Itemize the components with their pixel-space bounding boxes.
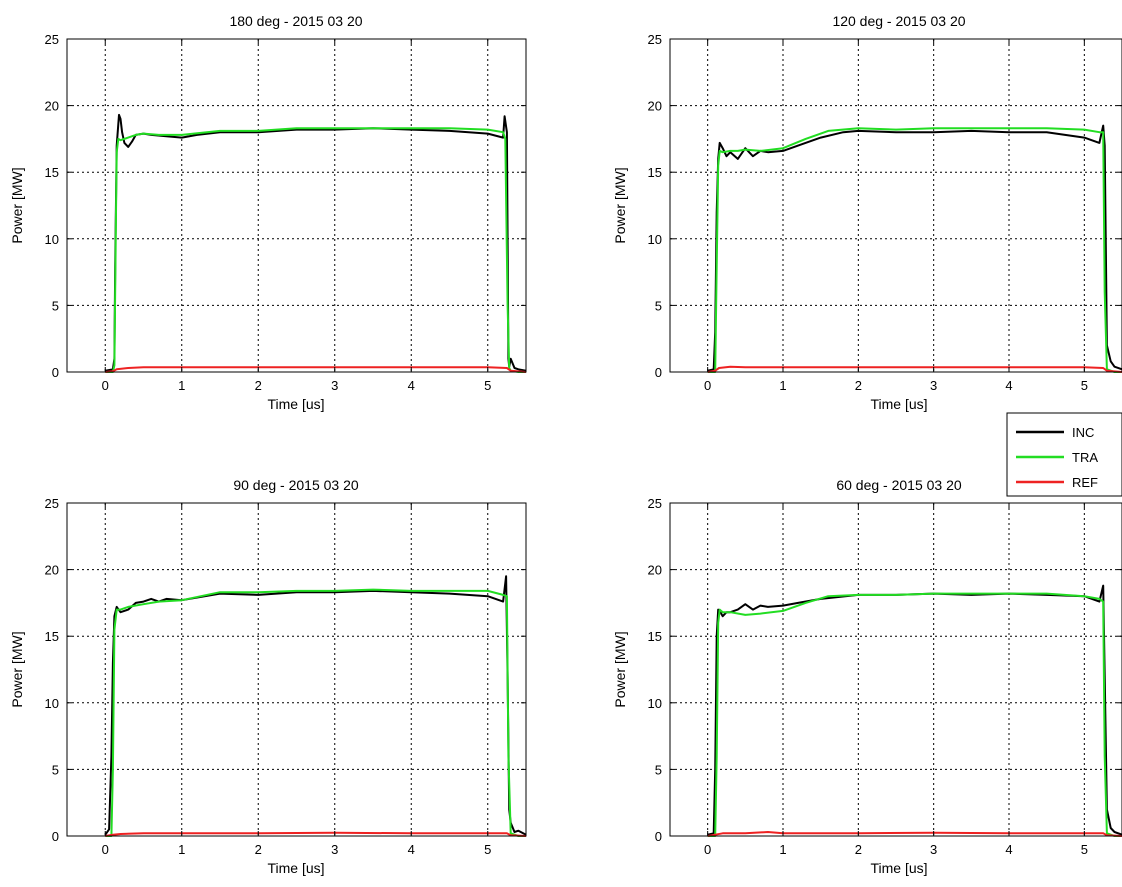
y-tick-label: 0: [52, 365, 59, 380]
y-tick-label: 25: [45, 32, 59, 47]
x-tick-label: 5: [484, 378, 491, 393]
y-tick-label: 25: [45, 496, 59, 511]
x-tick-label: 2: [855, 842, 862, 857]
x-tick-label: 2: [855, 378, 862, 393]
x-tick-label: 1: [779, 842, 786, 857]
x-tick-label: 1: [178, 378, 185, 393]
plot-area: [67, 39, 526, 372]
axes-frame: [66, 38, 527, 373]
y-tick-label: 10: [648, 696, 662, 711]
panel-90deg: 0 1 2 3 4 5 0 5 10 15 20 25 90 deg - 2015 03 20 Time …: [9, 477, 527, 876]
x-axis-label: Time [us]: [267, 396, 324, 412]
x-tick-label: 3: [930, 378, 937, 393]
x-tick-label: 4: [1005, 378, 1012, 393]
x-tick-label: 0: [704, 842, 711, 857]
x-tick-label: 0: [704, 378, 711, 393]
y-tick-label: 10: [45, 232, 59, 247]
y-tick-label: 20: [45, 563, 59, 578]
y-axis-label: Power [MW]: [9, 167, 25, 243]
plot-area: [670, 39, 1122, 372]
axes-frame: [669, 38, 1122, 373]
y-tick-label: 20: [648, 99, 662, 114]
plot-area: [67, 503, 526, 836]
y-tick-label: 15: [45, 629, 59, 644]
y-tick-label: 10: [648, 232, 662, 247]
x-tick-label: 5: [1081, 378, 1088, 393]
y-axis-label: Power [MW]: [9, 631, 25, 707]
x-tick-label: 1: [779, 378, 786, 393]
x-tick-label: 3: [331, 842, 338, 857]
y-tick-label: 15: [648, 629, 662, 644]
axes-frame: [669, 502, 1122, 837]
series-line-ref: [105, 831, 527, 837]
y-tick-label: 5: [52, 762, 59, 777]
y-tick-label: 0: [655, 365, 662, 380]
chart-title: 120 deg - 2015 03 20: [832, 13, 965, 29]
x-tick-label: 5: [484, 842, 491, 857]
x-tick-label: 3: [930, 842, 937, 857]
y-tick-label: 5: [655, 298, 662, 313]
y-tick-label: 10: [45, 696, 59, 711]
y-tick-label: 5: [655, 762, 662, 777]
series-line-tra: [707, 127, 1122, 373]
x-tick-label: 5: [1081, 842, 1088, 857]
x-tick-label: 4: [408, 378, 415, 393]
y-tick-label: 0: [52, 829, 59, 844]
y-tick-label: 15: [45, 165, 59, 180]
panel-60deg: 0 1 2 3 4 5 0 5 10 15 20 25 60 deg - 2015 03 20 Time …: [612, 477, 1122, 876]
y-tick-label: 0: [655, 829, 662, 844]
x-tick-label: 1: [178, 842, 185, 857]
x-axis-label: Time [us]: [870, 860, 927, 876]
y-tick-label: 20: [45, 99, 59, 114]
axes-frame: [66, 502, 527, 837]
legend-label-ref: REF: [1072, 475, 1098, 490]
y-axis-label: Power [MW]: [612, 167, 628, 243]
x-tick-label: 2: [255, 842, 262, 857]
y-tick-label: 25: [648, 496, 662, 511]
y-tick-label: 5: [52, 298, 59, 313]
x-tick-label: 4: [408, 842, 415, 857]
legend: INC TRA REF: [1006, 412, 1122, 497]
series-line-tra: [105, 588, 526, 837]
x-tick-label: 0: [102, 842, 109, 857]
panel-120deg: 0 1 2 3 4 5 0 5 10 15 20 25 120 deg - 2015 03 20 Time…: [612, 13, 1122, 412]
y-axis-label: Power [MW]: [612, 631, 628, 707]
y-tick-label: 15: [648, 165, 662, 180]
chart-title: 60 deg - 2015 03 20: [836, 477, 962, 493]
legend-label-tra: TRA: [1072, 450, 1098, 465]
y-tick-label: 20: [648, 563, 662, 578]
x-tick-label: 4: [1005, 842, 1012, 857]
chart-title: 90 deg - 2015 03 20: [233, 477, 359, 493]
series-line-inc: [707, 124, 1122, 372]
y-tick-label: 25: [648, 32, 662, 47]
panel-180deg: 0 1 2 3 4 5 0 5 10 15 20 25 180 deg - 2015 03 20 Time…: [9, 13, 527, 412]
x-tick-label: 3: [331, 378, 338, 393]
chart-title: 180 deg - 2015 03 20: [229, 13, 362, 29]
legend-label-inc: INC: [1072, 425, 1094, 440]
legend-box: [1006, 412, 1122, 497]
series-line-tra: [105, 127, 526, 373]
plot-area: [670, 503, 1122, 836]
x-axis-label: Time [us]: [870, 396, 927, 412]
x-tick-label: 2: [255, 378, 262, 393]
series-line-tra: [707, 592, 1122, 837]
x-axis-label: Time [us]: [267, 860, 324, 876]
x-tick-label: 0: [102, 378, 109, 393]
